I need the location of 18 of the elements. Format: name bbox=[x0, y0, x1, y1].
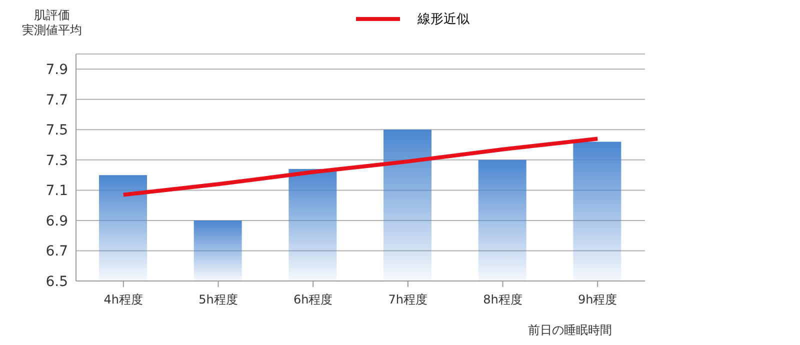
x-tick-label: 7h程度 bbox=[388, 292, 428, 307]
x-tick-label: 4h程度 bbox=[104, 292, 144, 307]
y-tick-label: 6.5 bbox=[46, 274, 68, 290]
x-tick-label: 9h程度 bbox=[578, 292, 618, 307]
x-tick-label: 6h程度 bbox=[293, 292, 333, 307]
y-tick-label: 6.9 bbox=[46, 213, 68, 230]
y-tick-label: 7.5 bbox=[46, 122, 68, 139]
y-tick-label: 7.1 bbox=[46, 183, 68, 200]
y-tick-label: 7.3 bbox=[46, 152, 68, 169]
x-tick-label: 8h程度 bbox=[483, 292, 522, 307]
y-tick-label: 7.9 bbox=[46, 62, 68, 78]
y-axis-title: 肌評価実測値平均 bbox=[22, 8, 82, 38]
x-tick-label: 5h程度 bbox=[198, 292, 238, 307]
y-tick-label: 7.7 bbox=[46, 92, 68, 108]
x-axis-title: 前日の睡眠時間 bbox=[528, 322, 612, 339]
legend-label: 線形近似 bbox=[418, 11, 470, 28]
line-series bbox=[121, 136, 600, 197]
y-tick-label: 6.7 bbox=[46, 244, 68, 260]
